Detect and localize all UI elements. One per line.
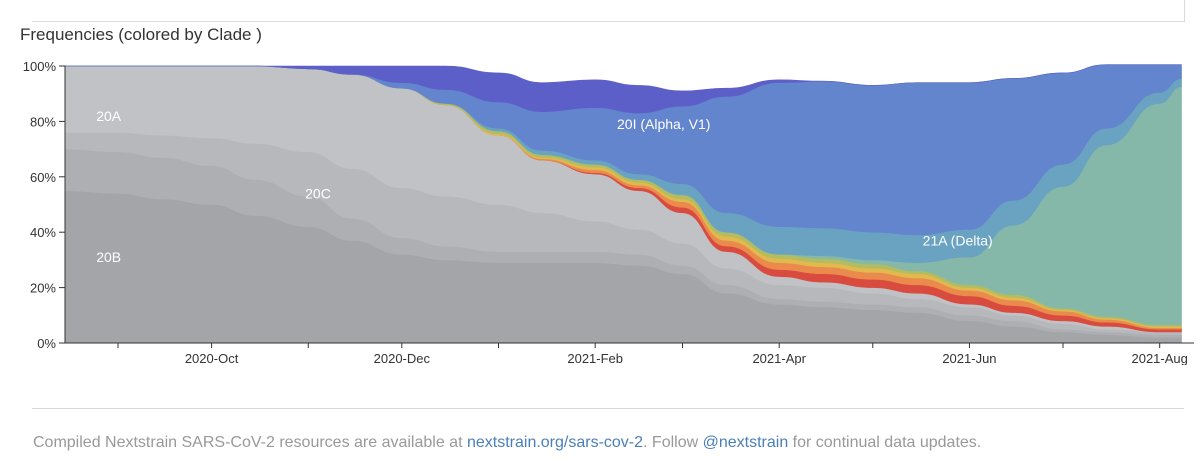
clade-label-20b: 20B bbox=[96, 249, 121, 265]
footer-middle: . Follow bbox=[643, 434, 703, 451]
x-tick-label: 2021-Feb bbox=[567, 351, 623, 365]
area-series-clade-11[interactable] bbox=[65, 64, 1182, 114]
footer-prefix: Compiled Nextstrain SARS-CoV-2 resources… bbox=[33, 434, 467, 451]
clade-label-20i-alpha-v1: 20I (Alpha, V1) bbox=[617, 116, 710, 132]
twitter-handle-link[interactable]: @nextstrain bbox=[702, 434, 789, 451]
clade-label-20c: 20C bbox=[305, 185, 331, 201]
x-tick-label: 2020-Dec bbox=[374, 351, 431, 365]
chart-title: Frequencies (colored by Clade ) bbox=[20, 25, 262, 44]
x-tick-label: 2021-Jun bbox=[942, 351, 996, 365]
y-tick-label: 40% bbox=[30, 225, 56, 240]
footer-text: Compiled Nextstrain SARS-CoV-2 resources… bbox=[33, 434, 981, 452]
x-tick-label: 2021-Apr bbox=[752, 351, 806, 365]
clade-label-20a: 20A bbox=[96, 108, 122, 124]
top-divider-tick bbox=[1184, 0, 1185, 22]
clade-labels-group: 20A 20C 20B 20I (Alpha, V1) 21A (Delta) bbox=[96, 108, 993, 265]
frequency-chart: 0% 20% 40% 60% 80% 100% 2020-Oct 2020-Dec 2021-F… bbox=[23, 59, 1194, 365]
axes-group: 0% 20% 40% 60% 80% 100% 2020-Oct 2020-Dec 2021-F… bbox=[23, 59, 1194, 365]
clade-label-21a-delta: 21A (Delta) bbox=[923, 233, 993, 249]
y-tick-label: 20% bbox=[30, 281, 56, 296]
x-tick-label: 2021-Aug bbox=[1131, 351, 1187, 365]
x-tick-label: 2020-Oct bbox=[185, 351, 239, 365]
top-divider bbox=[32, 21, 1184, 22]
footer-suffix: for continual data updates. bbox=[788, 434, 982, 451]
y-tick-label: 100% bbox=[23, 59, 57, 74]
footer-divider bbox=[32, 408, 1184, 409]
y-tick-label: 0% bbox=[37, 336, 56, 351]
nextstrain-link[interactable]: nextstrain.org/sars-cov-2 bbox=[466, 434, 644, 451]
area-series-group bbox=[64, 64, 1182, 344]
y-tick-label: 60% bbox=[30, 170, 56, 185]
y-tick-label: 80% bbox=[30, 114, 56, 129]
